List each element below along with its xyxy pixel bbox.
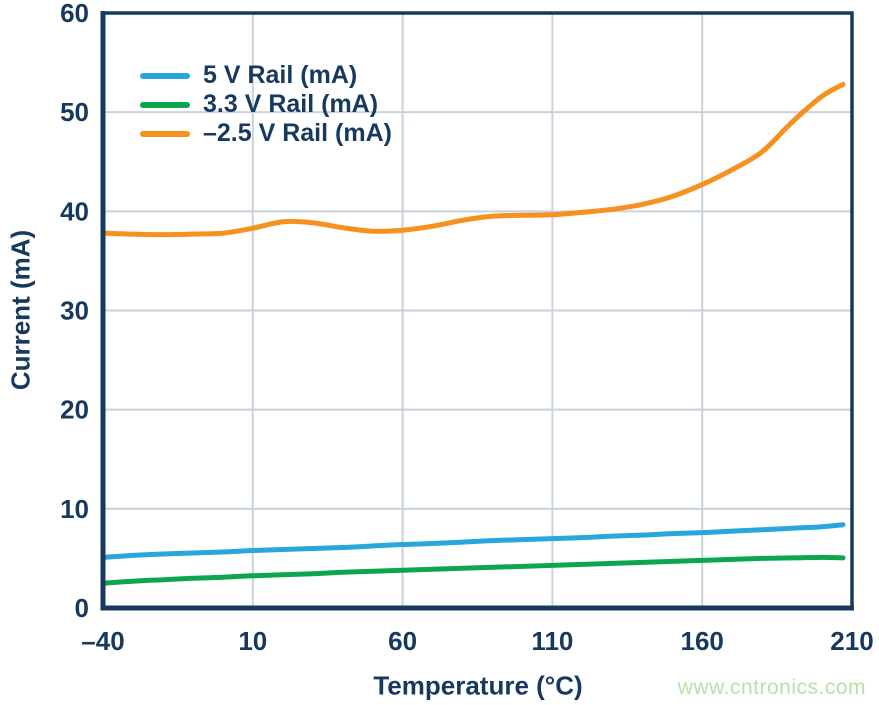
y-tick-label: 60 — [60, 0, 89, 28]
y-tick-label: 10 — [60, 494, 89, 524]
x-tick-label: –40 — [81, 626, 124, 656]
x-axis-title: Temperature (°C) — [373, 670, 583, 701]
series-line-2 — [100, 81, 846, 238]
legend-label-5v-rail: 5 V Rail (mA) — [203, 61, 358, 89]
legend-item-neg2v5-rail: –2.5 V Rail (mA) — [140, 119, 392, 148]
y-tick-label: 40 — [60, 196, 89, 226]
series-line-1 — [100, 554, 846, 586]
x-tick-label: 10 — [238, 626, 267, 656]
legend: 5 V Rail (mA) 3.3 V Rail (mA) –2.5 V Rai… — [140, 61, 392, 148]
y-tick-label: 30 — [60, 296, 89, 326]
y-tick-label: 0 — [75, 593, 89, 623]
watermark-text: www.cntronics.com — [677, 676, 866, 699]
legend-label-neg2v5-rail: –2.5 V Rail (mA) — [203, 119, 392, 147]
x-tick-label: 60 — [388, 626, 417, 656]
y-tick-label: 20 — [60, 395, 89, 425]
legend-swatch-5v-rail — [140, 72, 190, 79]
legend-swatch-3v3-rail — [140, 101, 190, 108]
legend-swatch-neg2v5-rail — [140, 130, 190, 137]
legend-item-3v3-rail: 3.3 V Rail (mA) — [140, 90, 392, 119]
x-tick-label: 210 — [830, 626, 873, 656]
series-line-0 — [100, 522, 846, 560]
legend-item-5v-rail: 5 V Rail (mA) — [140, 61, 392, 90]
y-axis-title: Current (mA) — [5, 229, 36, 391]
x-tick-label: 160 — [681, 626, 724, 656]
legend-label-3v3-rail: 3.3 V Rail (mA) — [203, 90, 379, 118]
x-tick-label: 110 — [531, 626, 573, 656]
y-tick-label: 50 — [60, 97, 89, 127]
